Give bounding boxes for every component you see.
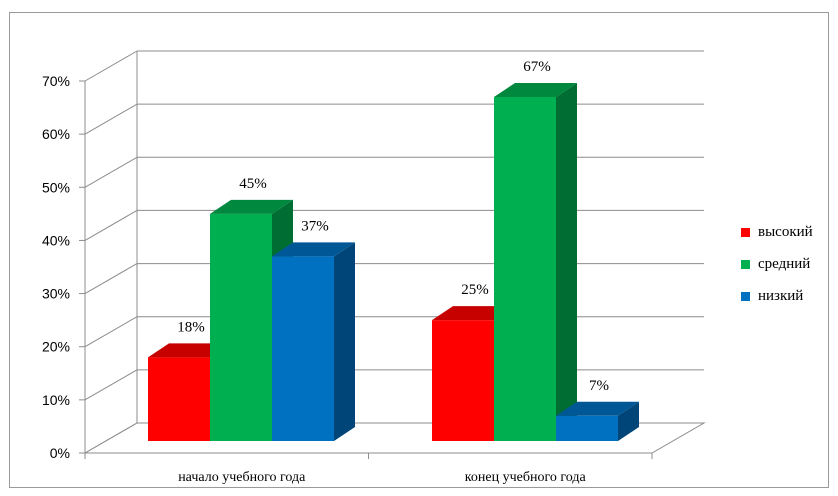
legend-swatch-high — [741, 227, 750, 237]
gridline-wall — [84, 209, 138, 241]
bar — [148, 357, 210, 441]
gridline-wall — [84, 156, 138, 188]
bar — [494, 96, 556, 441]
data-label: 25% — [461, 282, 489, 298]
bar — [272, 256, 334, 441]
data-label: 7% — [589, 378, 609, 394]
y-tick-label: 40% — [42, 232, 70, 248]
gridline-wall — [84, 369, 138, 401]
legend-item-high: высокий — [741, 216, 813, 248]
y-tick-label: 50% — [42, 179, 70, 195]
y-tick-label: 60% — [42, 126, 70, 142]
bar-top — [210, 199, 293, 214]
bar-top — [272, 242, 355, 257]
bar — [432, 320, 494, 441]
data-label: 37% — [301, 218, 329, 234]
y-tick-label: 20% — [42, 339, 70, 355]
chart-frame — [9, 12, 829, 488]
bar — [556, 415, 618, 441]
legend: высокий средний низкий — [741, 216, 813, 312]
gridline-wall — [84, 103, 138, 135]
x-category-label: начало учебного года — [178, 470, 306, 485]
bar-side — [556, 82, 577, 441]
bar-side — [618, 401, 639, 441]
bar-top — [494, 82, 577, 97]
legend-label-high: высокий — [758, 223, 813, 240]
y-tick-label: 10% — [42, 392, 70, 408]
legend-swatch-low — [741, 291, 750, 301]
y-tick-label: 70% — [42, 73, 70, 89]
legend-item-medium: средний — [741, 248, 813, 280]
gridline-wall — [84, 422, 138, 454]
gridline-wall — [84, 263, 138, 295]
bar-side — [334, 242, 355, 441]
gridline-wall — [84, 50, 138, 82]
data-label: 18% — [177, 319, 205, 335]
legend-label-low: низкий — [758, 287, 804, 304]
bar — [210, 213, 272, 441]
x-category-label: конец учебного года — [465, 470, 587, 485]
legend-label-medium: средний — [758, 255, 811, 272]
y-tick-label: 0% — [50, 445, 70, 461]
y-tick-label: 30% — [42, 286, 70, 302]
data-label: 45% — [239, 176, 267, 192]
legend-swatch-medium — [741, 259, 750, 269]
bar-top — [556, 401, 639, 416]
data-label: 67% — [523, 59, 551, 75]
gridline-wall — [84, 316, 138, 348]
legend-item-low: низкий — [741, 280, 813, 312]
